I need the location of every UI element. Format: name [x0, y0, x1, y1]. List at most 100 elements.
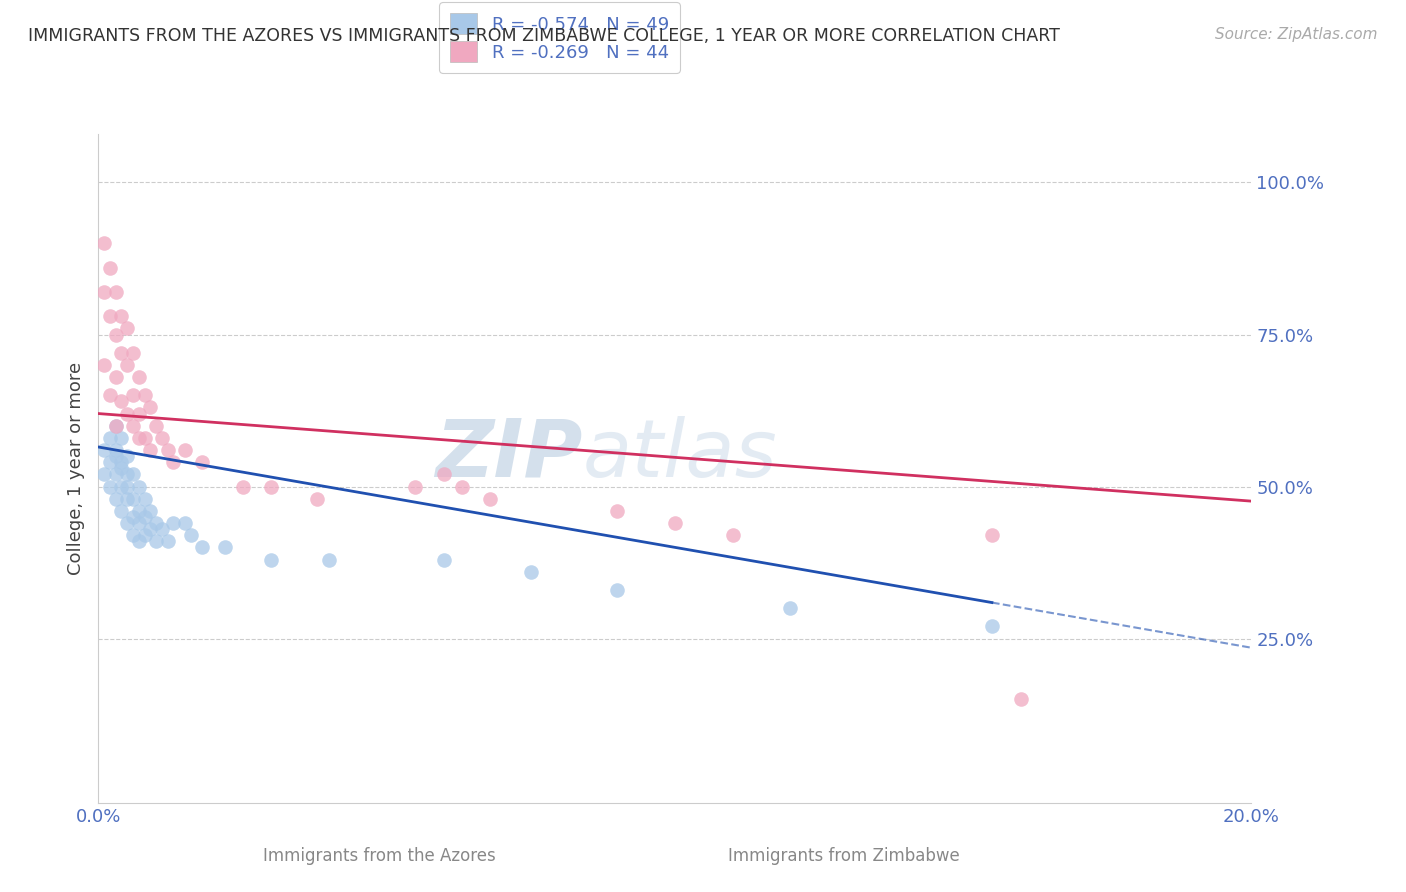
Point — [93, 285, 115, 299]
Point — [104, 491, 127, 506]
Point — [104, 449, 127, 463]
Point — [433, 552, 456, 566]
Point — [117, 479, 138, 493]
Legend: R = -0.574   N = 49, R = -0.269   N = 44: R = -0.574 N = 49, R = -0.269 N = 44 — [439, 3, 681, 73]
Point — [122, 418, 145, 433]
Point — [128, 431, 150, 445]
Point — [664, 516, 686, 530]
Point — [145, 534, 167, 549]
Point — [93, 443, 115, 458]
Point — [93, 236, 115, 251]
Point — [122, 388, 145, 402]
Point — [162, 455, 184, 469]
Point — [433, 467, 456, 482]
Point — [134, 528, 156, 542]
Point — [174, 516, 197, 530]
Text: IMMIGRANTS FROM THE AZORES VS IMMIGRANTS FROM ZIMBABWE COLLEGE, 1 YEAR OR MORE C: IMMIGRANTS FROM THE AZORES VS IMMIGRANTS… — [28, 27, 1060, 45]
Point — [260, 479, 283, 493]
Point — [174, 443, 197, 458]
Text: Immigrants from the Azores: Immigrants from the Azores — [263, 847, 496, 865]
Point — [117, 516, 138, 530]
Point — [110, 461, 132, 475]
Point — [134, 491, 156, 506]
Point — [479, 491, 502, 506]
Point — [104, 370, 127, 384]
Point — [134, 510, 156, 524]
Point — [104, 285, 127, 299]
Point — [606, 582, 628, 597]
Point — [117, 491, 138, 506]
Point — [104, 418, 127, 433]
Point — [405, 479, 427, 493]
Point — [122, 528, 145, 542]
Point — [104, 327, 127, 342]
Point — [981, 619, 1004, 633]
Point — [128, 516, 150, 530]
Point — [450, 479, 472, 493]
Point — [779, 601, 801, 615]
Point — [134, 431, 156, 445]
Point — [981, 528, 1004, 542]
Point — [128, 370, 150, 384]
Point — [98, 388, 121, 402]
Point — [117, 449, 138, 463]
Point — [156, 534, 179, 549]
Point — [721, 528, 744, 542]
Point — [520, 565, 543, 579]
Point — [150, 431, 173, 445]
Point — [307, 491, 329, 506]
Point — [122, 510, 145, 524]
Point — [98, 310, 121, 324]
Text: ZIP: ZIP — [436, 416, 582, 494]
Point — [110, 310, 132, 324]
Point — [104, 418, 127, 433]
Point — [191, 541, 214, 555]
Point — [104, 443, 127, 458]
Point — [180, 528, 202, 542]
Point — [318, 552, 340, 566]
Point — [139, 504, 162, 518]
Point — [191, 455, 214, 469]
Point — [93, 358, 115, 372]
Point — [98, 479, 121, 493]
Point — [110, 431, 132, 445]
Point — [98, 455, 121, 469]
Point — [150, 522, 173, 536]
Point — [231, 479, 254, 493]
Point — [128, 504, 150, 518]
Point — [128, 479, 150, 493]
Point — [214, 541, 236, 555]
Point — [98, 260, 121, 275]
Point — [128, 534, 150, 549]
Point — [110, 345, 132, 359]
Point — [145, 516, 167, 530]
Point — [110, 455, 132, 469]
Point — [139, 522, 162, 536]
Point — [156, 443, 179, 458]
Point — [260, 552, 283, 566]
Point — [104, 467, 127, 482]
Point — [128, 407, 150, 421]
Point — [139, 401, 162, 415]
Point — [139, 443, 162, 458]
Point — [93, 467, 115, 482]
Point — [145, 418, 167, 433]
Point — [162, 516, 184, 530]
Text: atlas: atlas — [582, 416, 778, 494]
Point — [606, 504, 628, 518]
Y-axis label: College, 1 year or more: College, 1 year or more — [66, 362, 84, 574]
Point — [110, 394, 132, 409]
Point — [98, 431, 121, 445]
Point — [117, 321, 138, 335]
Point — [122, 467, 145, 482]
Point — [117, 407, 138, 421]
Point — [110, 479, 132, 493]
Point — [110, 504, 132, 518]
Point — [117, 358, 138, 372]
Point — [134, 388, 156, 402]
Text: Immigrants from Zimbabwe: Immigrants from Zimbabwe — [728, 847, 959, 865]
Point — [122, 345, 145, 359]
Point — [1010, 692, 1032, 706]
Point — [122, 491, 145, 506]
Text: Source: ZipAtlas.com: Source: ZipAtlas.com — [1215, 27, 1378, 42]
